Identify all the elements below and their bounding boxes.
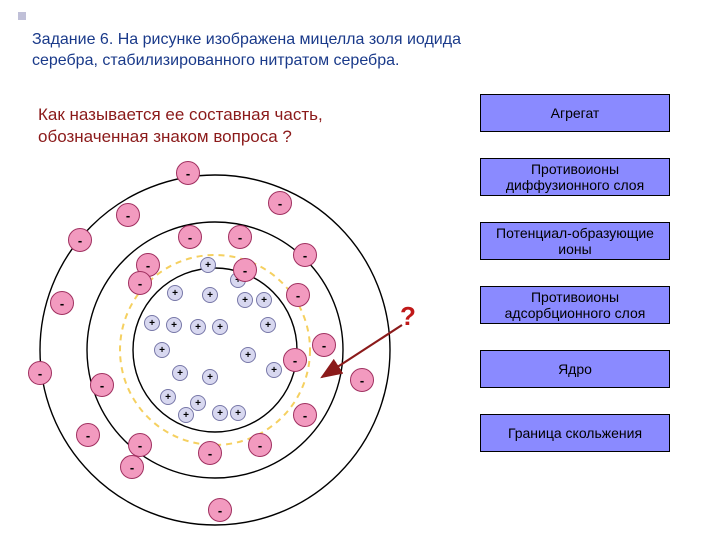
negative-ion: - [286, 283, 310, 307]
positive-ion: + [178, 407, 194, 423]
positive-ion: + [200, 257, 216, 273]
question-mark: ? [400, 301, 416, 332]
positive-ion: + [172, 365, 188, 381]
positive-ion: + [256, 292, 272, 308]
negative-ion: - [50, 291, 74, 315]
answer-button[interactable]: Противоионы диффузионного слоя [480, 158, 670, 196]
positive-ion: + [160, 389, 176, 405]
negative-ion: - [283, 348, 307, 372]
micelle-diagram: +++++++++++++++++++++-------------------… [20, 155, 410, 535]
diagram-svg [20, 155, 440, 555]
answer-button[interactable]: Граница скольжения [480, 414, 670, 452]
positive-ion: + [212, 405, 228, 421]
negative-ion: - [350, 368, 374, 392]
answer-button[interactable]: Ядро [480, 350, 670, 388]
negative-ion: - [228, 225, 252, 249]
negative-ion: - [293, 243, 317, 267]
positive-ion: + [166, 317, 182, 333]
negative-ion: - [293, 403, 317, 427]
negative-ion: - [120, 455, 144, 479]
negative-ion: - [90, 373, 114, 397]
positive-ion: + [212, 319, 228, 335]
negative-ion: - [116, 203, 140, 227]
negative-ion: - [128, 433, 152, 457]
negative-ion: - [178, 225, 202, 249]
positive-ion: + [237, 292, 253, 308]
bullet-decor [18, 12, 26, 20]
positive-ion: + [144, 315, 160, 331]
negative-ion: - [68, 228, 92, 252]
positive-ion: + [230, 405, 246, 421]
positive-ion: + [202, 287, 218, 303]
answer-button[interactable]: Агрегат [480, 94, 670, 132]
negative-ion: - [198, 441, 222, 465]
negative-ion: - [268, 191, 292, 215]
negative-ion: - [233, 258, 257, 282]
question-text: Как называется ее составная часть, обозн… [38, 104, 408, 148]
positive-ion: + [190, 319, 206, 335]
negative-ion: - [76, 423, 100, 447]
negative-ion: - [28, 361, 52, 385]
negative-ion: - [128, 271, 152, 295]
task-text: Задание 6. На рисунке изображена мицелла… [32, 30, 462, 72]
answer-button[interactable]: Противоионы адсорбционного слоя [480, 286, 670, 324]
negative-ion: - [248, 433, 272, 457]
negative-ion: - [208, 498, 232, 522]
negative-ion: - [176, 161, 200, 185]
positive-ion: + [167, 285, 183, 301]
positive-ion: + [240, 347, 256, 363]
positive-ion: + [190, 395, 206, 411]
positive-ion: + [154, 342, 170, 358]
negative-ion: - [312, 333, 336, 357]
positive-ion: + [202, 369, 218, 385]
answer-button[interactable]: Потенциал-образующие ионы [480, 222, 670, 260]
positive-ion: + [266, 362, 282, 378]
positive-ion: + [260, 317, 276, 333]
ring [40, 175, 390, 525]
